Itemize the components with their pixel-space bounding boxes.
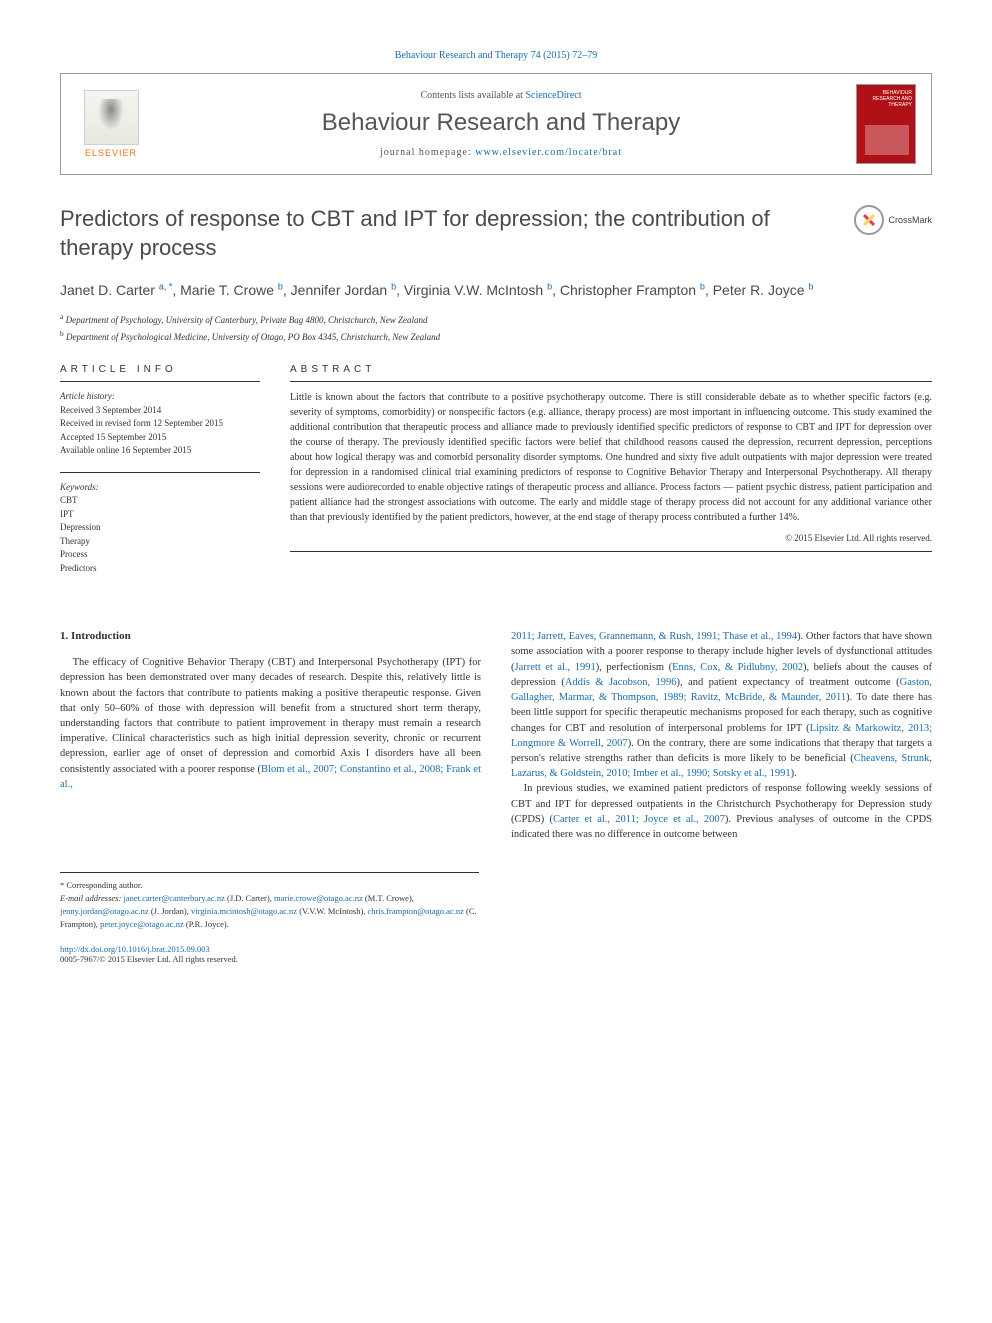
email-link[interactable]: virginia.mcintosh@otago.ac.nz bbox=[191, 906, 297, 916]
body-col-right: 2011; Jarrett, Eaves, Grannemann, & Rush… bbox=[511, 629, 932, 842]
email-link[interactable]: peter.joyce@otago.ac.nz bbox=[100, 919, 184, 929]
elsevier-tree-icon bbox=[84, 90, 139, 145]
keywords-block: Keywords: CBTIPTDepressionTherapyProcess… bbox=[60, 481, 260, 576]
abstract-column: ABSTRACT Little is known about the facto… bbox=[290, 364, 932, 589]
abstract-divider bbox=[290, 551, 932, 552]
article-info-heading: ARTICLE INFO bbox=[60, 364, 260, 382]
email-link[interactable]: jenny.jordan@otago.ac.nz bbox=[60, 906, 149, 916]
article-history: Article history: Received 3 September 20… bbox=[60, 390, 260, 458]
citation-link[interactable]: Carter et al., 2011; Joyce et al., 2007 bbox=[553, 814, 725, 825]
cover-thumb-title: BEHAVIOUR RESEARCH AND THERAPY bbox=[857, 90, 912, 108]
email-link[interactable]: chris.frampton@otago.ac.nz bbox=[368, 906, 464, 916]
journal-homepage-link[interactable]: www.elsevier.com/locate/brat bbox=[475, 147, 622, 158]
history-online: Available online 16 September 2015 bbox=[60, 444, 260, 458]
history-label: Article history: bbox=[60, 390, 260, 404]
keyword-item: IPT bbox=[60, 508, 260, 522]
journal-homepage-line: journal homepage: www.elsevier.com/locat… bbox=[146, 147, 856, 158]
keyword-item: CBT bbox=[60, 494, 260, 508]
citation-link[interactable]: Jarrett et al., 1991 bbox=[515, 662, 596, 673]
crossmark-widget[interactable]: CrossMark bbox=[854, 205, 932, 235]
homepage-prefix: journal homepage: bbox=[380, 147, 475, 158]
intro-para-2: In previous studies, we examined patient… bbox=[511, 781, 932, 842]
journal-cover-thumbnail[interactable]: BEHAVIOUR RESEARCH AND THERAPY bbox=[856, 84, 916, 164]
keyword-item: Depression bbox=[60, 521, 260, 535]
crossmark-label: CrossMark bbox=[888, 215, 932, 225]
affiliation-b: Department of Psychological Medicine, Un… bbox=[66, 332, 440, 342]
section-1-heading: 1. Introduction bbox=[60, 629, 481, 645]
history-revised: Received in revised form 12 September 20… bbox=[60, 417, 260, 431]
author-list: Janet D. Carter a, *, Marie T. Crowe b, … bbox=[60, 280, 932, 301]
email-addresses: E-mail addresses: janet.carter@canterbur… bbox=[60, 892, 479, 930]
keywords-label: Keywords: bbox=[60, 481, 260, 495]
contents-list-line: Contents lists available at ScienceDirec… bbox=[146, 90, 856, 101]
article-title: Predictors of response to CBT and IPT fo… bbox=[60, 205, 834, 262]
footer: http://dx.doi.org/10.1016/j.brat.2015.09… bbox=[60, 944, 932, 964]
journal-header-box: ELSEVIER Contents lists available at Sci… bbox=[60, 73, 932, 175]
body-col-left: 1. Introduction The efficacy of Cognitiv… bbox=[60, 629, 481, 842]
email-link[interactable]: janet.carter@canterbury.ac.nz bbox=[123, 893, 224, 903]
keyword-item: Therapy bbox=[60, 535, 260, 549]
info-divider bbox=[60, 472, 260, 473]
elsevier-label: ELSEVIER bbox=[85, 148, 137, 158]
intro-para-1: The efficacy of Cognitive Behavior Thera… bbox=[60, 655, 481, 792]
affiliation-a: Department of Psychology, University of … bbox=[66, 315, 428, 325]
citation-link[interactable]: 2011; Jarrett, Eaves, Grannemann, & Rush… bbox=[511, 631, 797, 642]
keyword-item: Process bbox=[60, 548, 260, 562]
keyword-item: Predictors bbox=[60, 562, 260, 576]
article-info-column: ARTICLE INFO Article history: Received 3… bbox=[60, 364, 260, 589]
doi-link[interactable]: http://dx.doi.org/10.1016/j.brat.2015.09… bbox=[60, 944, 210, 954]
footnotes: * Corresponding author. E-mail addresses… bbox=[60, 872, 479, 930]
corresponding-author: * Corresponding author. bbox=[60, 879, 479, 892]
elsevier-logo[interactable]: ELSEVIER bbox=[76, 84, 146, 164]
citation-link[interactable]: Enns, Cox, & Pidlubny, 2002 bbox=[672, 662, 803, 673]
history-received: Received 3 September 2014 bbox=[60, 404, 260, 418]
intro-para-1-cont: 2011; Jarrett, Eaves, Grannemann, & Rush… bbox=[511, 629, 932, 781]
crossmark-icon bbox=[854, 205, 884, 235]
email-link[interactable]: marie.crowe@otago.ac.nz bbox=[274, 893, 363, 903]
affiliations: a Department of Psychology, University o… bbox=[60, 311, 932, 344]
email-label: E-mail addresses: bbox=[60, 893, 121, 903]
page-container: Behaviour Research and Therapy 74 (2015)… bbox=[0, 0, 992, 1014]
journal-name: Behaviour Research and Therapy bbox=[146, 109, 856, 137]
contents-prefix: Contents lists available at bbox=[420, 90, 525, 101]
sciencedirect-link[interactable]: ScienceDirect bbox=[525, 90, 581, 101]
abstract-text: Little is known about the factors that c… bbox=[290, 390, 932, 525]
issn-copyright: 0005-7967/© 2015 Elsevier Ltd. All right… bbox=[60, 954, 238, 964]
body-columns: 1. Introduction The efficacy of Cognitiv… bbox=[60, 629, 932, 842]
top-citation[interactable]: Behaviour Research and Therapy 74 (2015)… bbox=[60, 50, 932, 61]
abstract-heading: ABSTRACT bbox=[290, 364, 932, 382]
abstract-copyright: © 2015 Elsevier Ltd. All rights reserved… bbox=[290, 533, 932, 543]
citation-link[interactable]: Addis & Jacobson, 1996 bbox=[565, 677, 677, 688]
history-accepted: Accepted 15 September 2015 bbox=[60, 431, 260, 445]
